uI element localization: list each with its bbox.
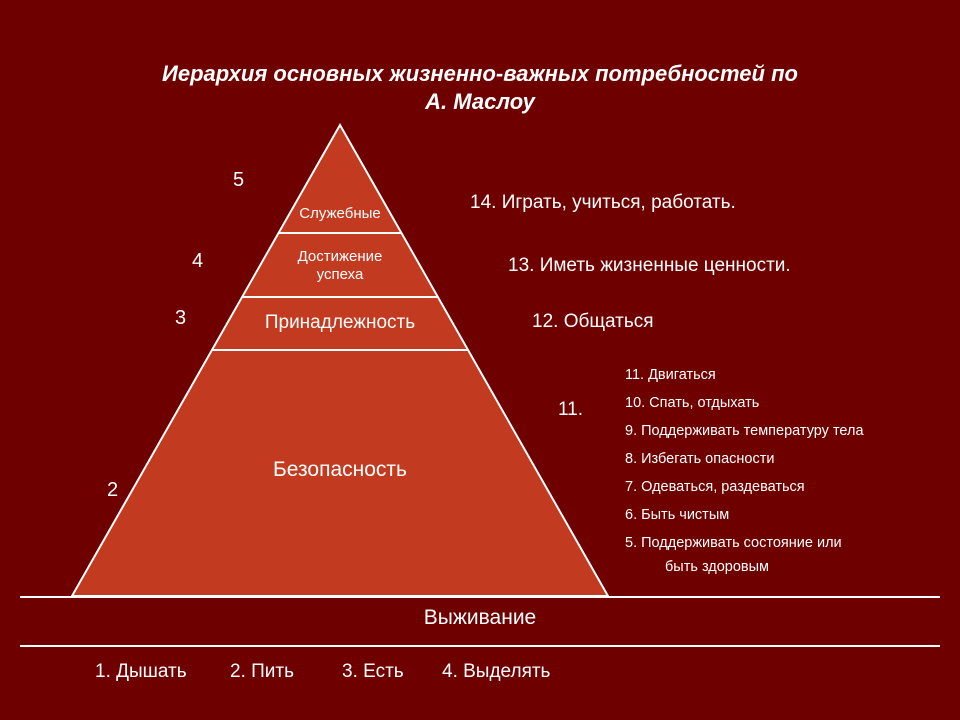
survival-need-item: 3. Есть	[342, 661, 404, 683]
right-note: 12. Общаться	[532, 311, 654, 333]
level-number: 3	[175, 307, 186, 330]
base-label-text: Выживание	[424, 606, 537, 629]
right-note-small: 8. Избегать опасности	[625, 451, 774, 467]
separator-line	[20, 645, 940, 647]
right-note-small: 10. Спать, отдыхать	[625, 395, 759, 411]
right-note-small: 7. Одеваться, раздеваться	[625, 479, 805, 495]
separator-line	[20, 596, 940, 598]
level-number: 2	[107, 479, 118, 502]
right-note: 11.	[558, 399, 583, 421]
right-note-small: 11. Двигаться	[625, 367, 716, 383]
right-note-small: 6. Быть чистым	[625, 507, 729, 523]
survival-need-item: 1. Дышать	[95, 661, 187, 683]
right-note: 13. Иметь жизненные ценности.	[508, 255, 791, 277]
right-note-small: 9. Поддерживать температуру тела	[625, 423, 864, 439]
level-number: 4	[192, 250, 203, 273]
pyramid-base-label: Выживание	[0, 606, 960, 630]
right-note-small: быть здоровым	[665, 559, 769, 575]
survival-need-item: 2. Пить	[230, 661, 294, 683]
level-number: 5	[233, 169, 244, 192]
right-note-small: 5. Поддерживать состояние или	[625, 535, 842, 551]
survival-need-item: 4. Выделять	[442, 661, 550, 683]
right-note: 14. Играть, учиться, работать.	[470, 192, 736, 214]
pyramid-tier-label: Безопасность	[0, 458, 680, 482]
